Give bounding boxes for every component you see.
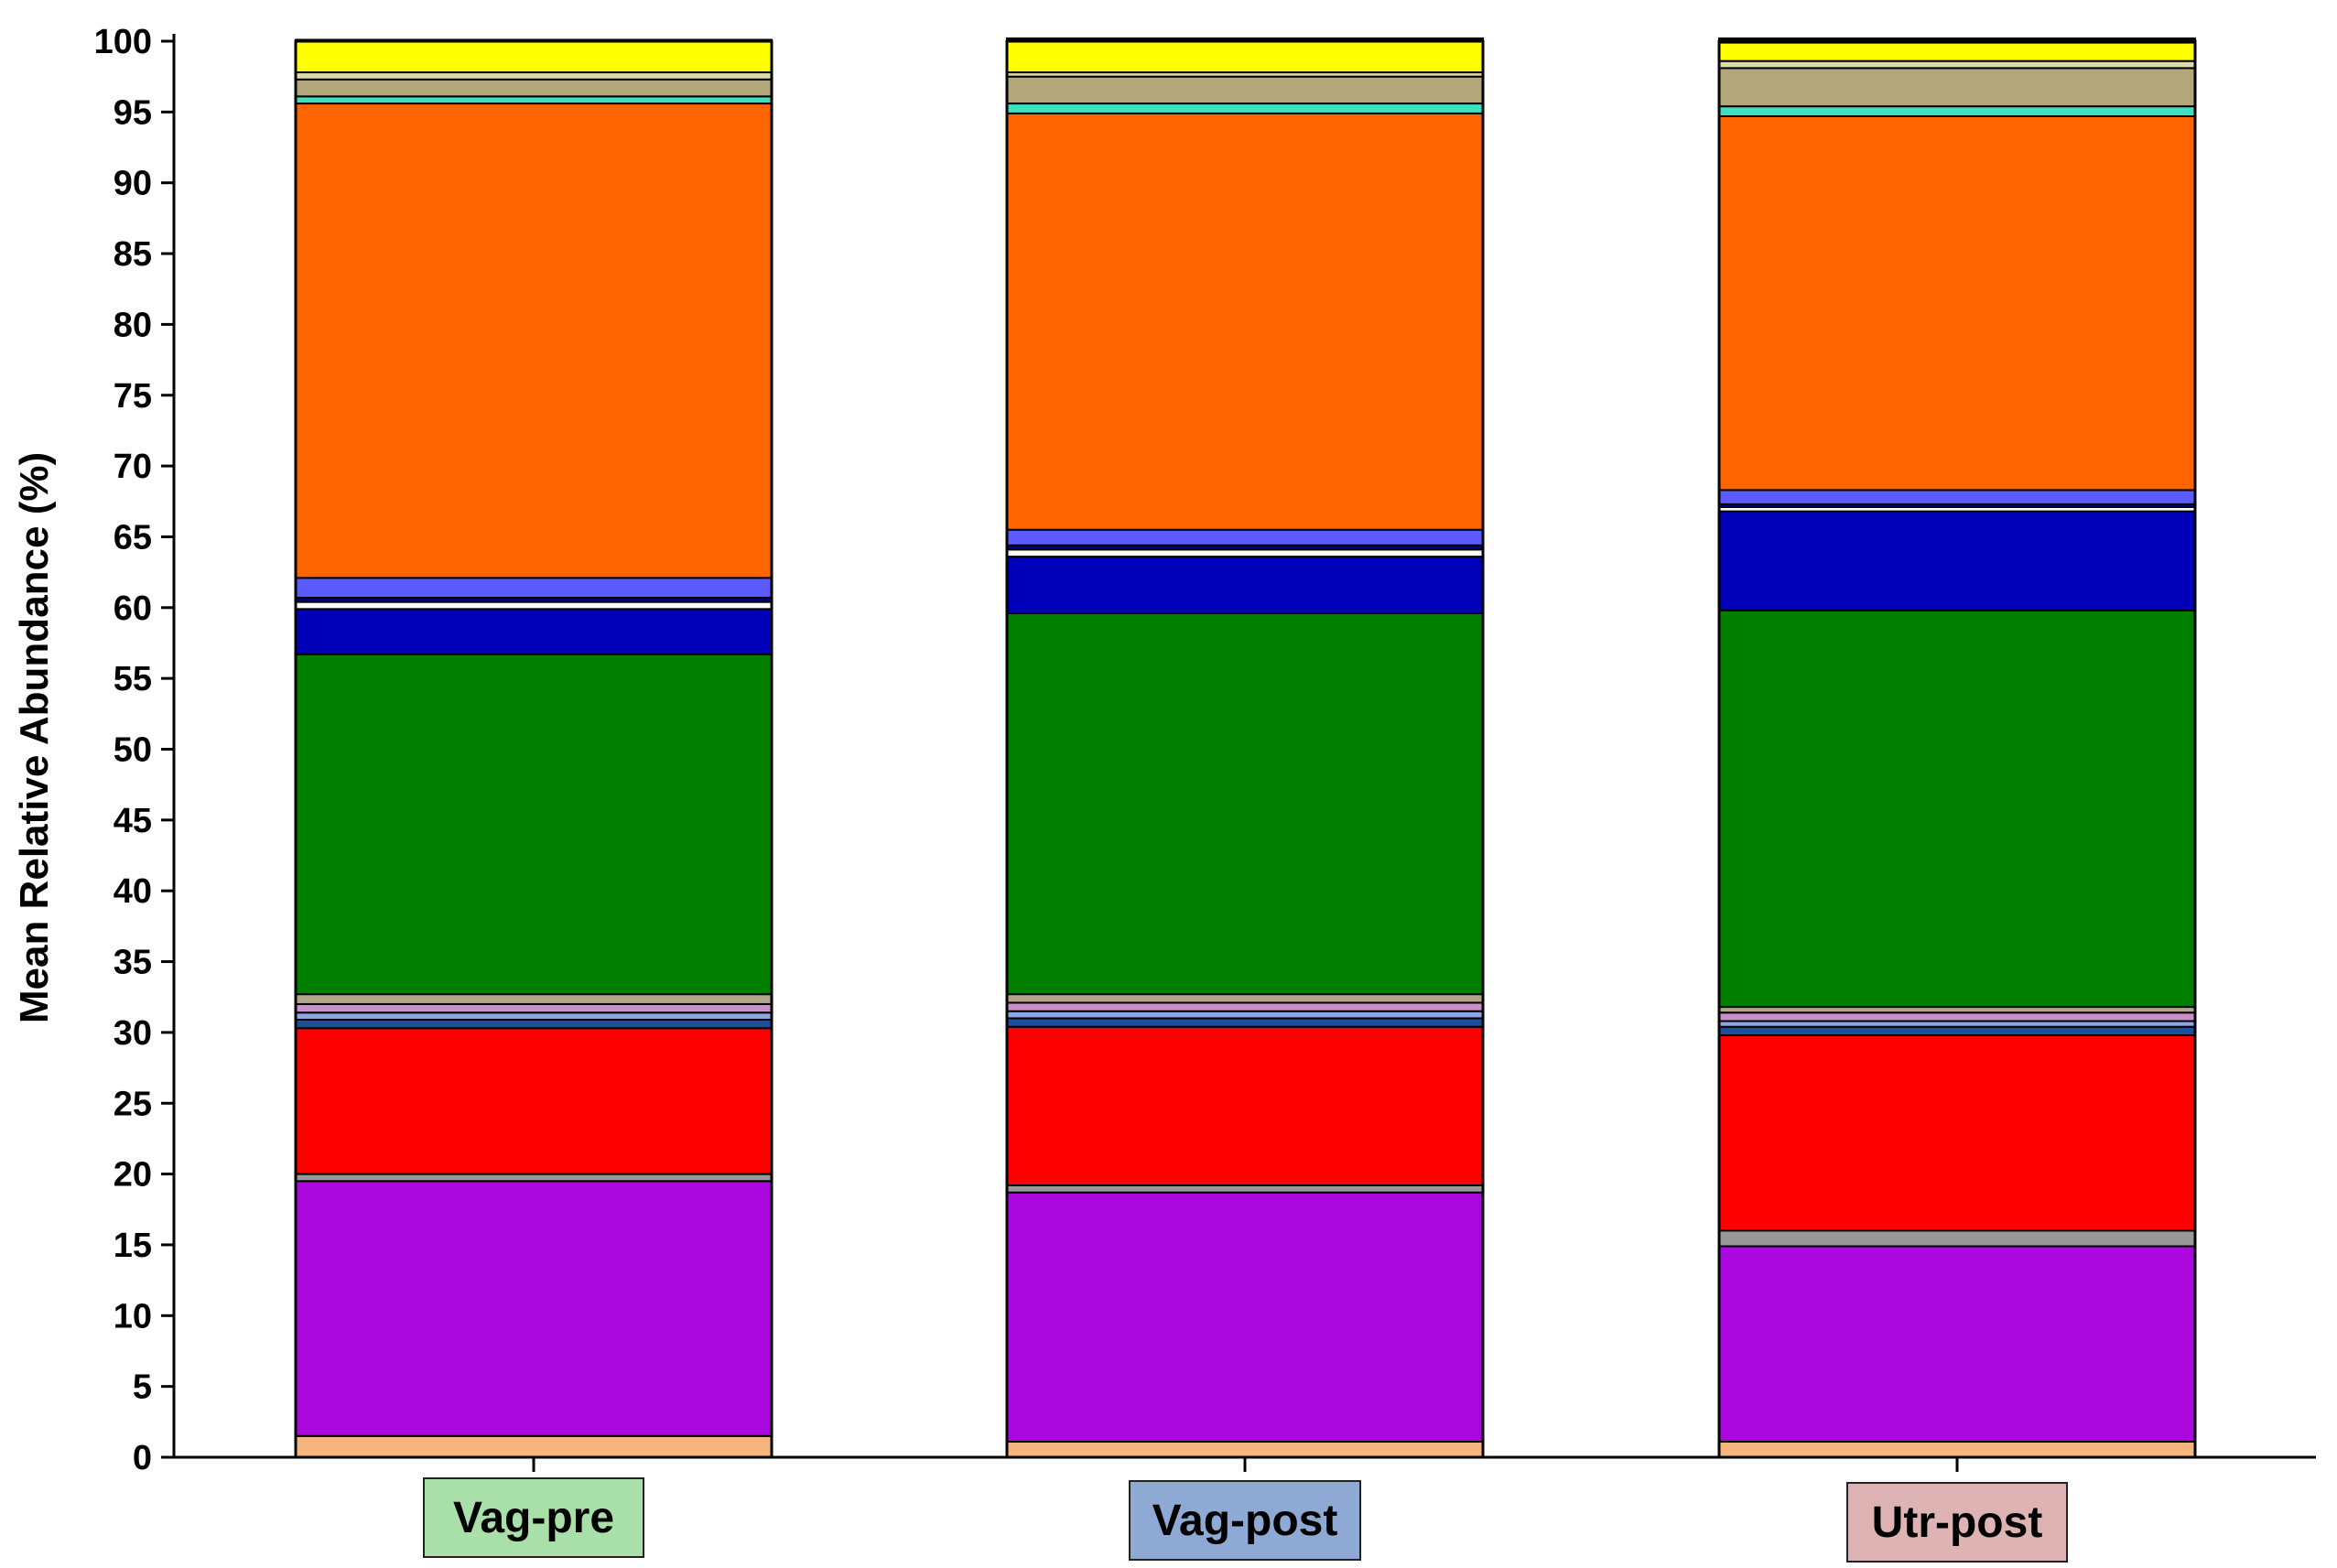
bar-segment bbox=[295, 993, 773, 1005]
x-category-label: Utr-post bbox=[1872, 1498, 2043, 1547]
bar-segment bbox=[295, 103, 773, 579]
x-ticks-layer: Vag-pre Vag-post Utr-post bbox=[423, 1457, 2068, 1563]
bar-segment bbox=[295, 1173, 773, 1183]
bar-segment bbox=[295, 1011, 773, 1021]
bar-segment bbox=[1718, 1440, 2196, 1459]
bar-segment bbox=[1718, 609, 2196, 1009]
y-axis-title: Mean Relative Abundance (%) bbox=[12, 452, 57, 1023]
bar-segment bbox=[295, 1018, 773, 1030]
y-tick-label: 30 bbox=[114, 1014, 152, 1053]
bar-segment bbox=[1006, 1191, 1484, 1443]
bar-stack-utr-post bbox=[1717, 37, 2197, 1459]
bars-layer bbox=[294, 37, 2197, 1459]
bar-segment bbox=[1718, 489, 2196, 505]
y-tick-label: 25 bbox=[114, 1085, 152, 1123]
bar-segment bbox=[1006, 103, 1484, 114]
bar-segment bbox=[1718, 67, 2196, 108]
bar-segment bbox=[295, 1027, 773, 1175]
bar-segment bbox=[1718, 1011, 2196, 1022]
bar-segment bbox=[1718, 41, 2196, 62]
bar-segment bbox=[1006, 1010, 1484, 1020]
y-tick-label: 5 bbox=[133, 1368, 152, 1407]
bar-segment bbox=[295, 95, 773, 105]
bar-segment bbox=[295, 600, 773, 611]
bar-segment bbox=[295, 577, 773, 599]
bar-segment bbox=[1006, 611, 1484, 996]
bar-segment bbox=[1718, 510, 2196, 611]
bar-segment bbox=[1718, 1025, 2196, 1036]
y-tick-label: 40 bbox=[114, 872, 152, 911]
bar-segment bbox=[1718, 1229, 2196, 1248]
y-tick-label: 95 bbox=[114, 93, 152, 132]
y-tick-label: 55 bbox=[114, 660, 152, 698]
y-tick-label: 85 bbox=[114, 235, 152, 274]
bar-segment bbox=[1006, 112, 1484, 531]
y-tick-label: 45 bbox=[114, 802, 152, 840]
y-tick-label: 65 bbox=[114, 518, 152, 557]
bar-segment bbox=[1006, 40, 1484, 74]
bar-segment bbox=[1006, 1001, 1484, 1012]
y-tick-label: 0 bbox=[133, 1439, 152, 1477]
bar-segment bbox=[1006, 75, 1484, 105]
bar-segment bbox=[1006, 993, 1484, 1004]
x-category-label: Vag-pre bbox=[453, 1494, 614, 1542]
bar-segment bbox=[1718, 1033, 2196, 1232]
y-tick-label: 70 bbox=[114, 448, 152, 486]
bar-segment bbox=[1006, 1025, 1484, 1186]
bar-segment bbox=[1006, 528, 1484, 546]
bar-segment bbox=[1006, 1017, 1484, 1028]
bar-segment bbox=[295, 1180, 773, 1437]
y-tick-label: 10 bbox=[114, 1297, 152, 1336]
bar-stack-vag-pre bbox=[294, 38, 774, 1459]
bar-segment bbox=[295, 653, 773, 996]
y-tick-label: 100 bbox=[94, 23, 152, 61]
bar-segment bbox=[295, 38, 773, 74]
y-tick-label: 15 bbox=[114, 1227, 152, 1265]
bar-segment bbox=[1006, 548, 1484, 558]
y-ticks-layer: 0 5 10 15 20 25 30 35 40 45 50 55 60 65 70 75 80 85 90 95 10… bbox=[94, 23, 174, 1477]
category-label-box bbox=[423, 1477, 644, 1558]
y-tick-label: 35 bbox=[114, 944, 152, 982]
bar-segment bbox=[295, 71, 773, 81]
bar-segment bbox=[295, 1434, 773, 1459]
category-label-box bbox=[1846, 1482, 2068, 1563]
y-tick-label: 80 bbox=[114, 306, 152, 344]
y-tick-label: 75 bbox=[114, 377, 152, 416]
bar-stack-vag-post bbox=[1005, 37, 1485, 1459]
bar-segment bbox=[295, 78, 773, 98]
category-label-box bbox=[1129, 1480, 1361, 1561]
bar-segment bbox=[295, 608, 773, 655]
y-tick-label: 90 bbox=[114, 165, 152, 203]
bar-segment bbox=[1718, 1245, 2196, 1443]
bar-segment bbox=[1006, 556, 1484, 614]
y-tick-label: 20 bbox=[114, 1156, 152, 1195]
x-category-label: Vag-post bbox=[1152, 1497, 1338, 1545]
bar-segment bbox=[1718, 59, 2196, 70]
y-tick-label: 50 bbox=[114, 731, 152, 770]
bar-segment bbox=[1006, 1440, 1484, 1459]
bar-segment bbox=[1718, 114, 2196, 492]
bar-segment bbox=[295, 1002, 773, 1014]
bar-segment bbox=[1006, 1184, 1484, 1194]
bar-segment bbox=[1718, 105, 2196, 117]
y-tick-label: 60 bbox=[114, 589, 152, 628]
